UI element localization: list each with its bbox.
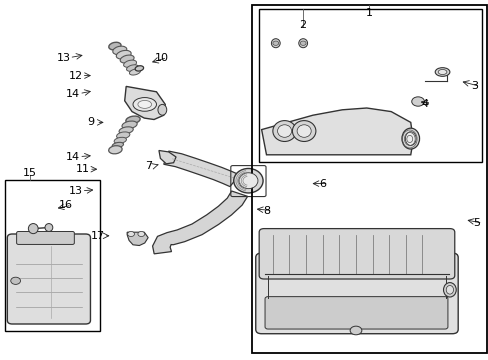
Text: 10: 10 bbox=[154, 53, 168, 63]
Text: 9: 9 bbox=[87, 117, 94, 127]
Text: 17: 17 bbox=[91, 231, 104, 241]
Circle shape bbox=[349, 326, 361, 335]
Circle shape bbox=[300, 41, 305, 45]
Ellipse shape bbox=[297, 125, 310, 137]
Ellipse shape bbox=[116, 50, 131, 59]
Ellipse shape bbox=[277, 125, 291, 137]
Ellipse shape bbox=[129, 69, 140, 75]
Ellipse shape bbox=[112, 142, 123, 148]
Text: 13: 13 bbox=[69, 186, 82, 196]
Ellipse shape bbox=[434, 68, 449, 76]
Ellipse shape bbox=[133, 98, 156, 111]
Ellipse shape bbox=[238, 173, 258, 189]
Text: 4: 4 bbox=[421, 99, 428, 109]
Circle shape bbox=[127, 231, 134, 237]
Text: 8: 8 bbox=[263, 206, 269, 216]
Ellipse shape bbox=[114, 137, 126, 144]
FancyBboxPatch shape bbox=[264, 297, 447, 329]
Ellipse shape bbox=[120, 55, 134, 63]
Ellipse shape bbox=[108, 42, 121, 50]
FancyBboxPatch shape bbox=[17, 231, 74, 244]
Ellipse shape bbox=[271, 39, 280, 48]
FancyBboxPatch shape bbox=[255, 253, 457, 334]
Circle shape bbox=[272, 41, 278, 45]
Text: 12: 12 bbox=[69, 71, 82, 81]
Polygon shape bbox=[163, 151, 239, 186]
Ellipse shape bbox=[437, 69, 446, 75]
Circle shape bbox=[411, 97, 424, 106]
FancyBboxPatch shape bbox=[7, 234, 90, 324]
Ellipse shape bbox=[116, 132, 130, 139]
Text: 16: 16 bbox=[59, 200, 73, 210]
Ellipse shape bbox=[113, 46, 126, 55]
Bar bbox=[259, 9, 481, 162]
Polygon shape bbox=[159, 150, 176, 164]
Ellipse shape bbox=[272, 121, 296, 141]
Text: 6: 6 bbox=[319, 179, 325, 189]
Text: 2: 2 bbox=[299, 20, 306, 30]
Polygon shape bbox=[261, 108, 412, 155]
Ellipse shape bbox=[28, 224, 38, 234]
FancyBboxPatch shape bbox=[259, 229, 454, 279]
Ellipse shape bbox=[126, 65, 138, 71]
Text: 7: 7 bbox=[145, 161, 152, 171]
Text: 11: 11 bbox=[76, 164, 90, 174]
Text: 3: 3 bbox=[470, 81, 477, 91]
Ellipse shape bbox=[233, 168, 263, 193]
Text: 5: 5 bbox=[472, 218, 479, 228]
Polygon shape bbox=[152, 191, 247, 254]
Polygon shape bbox=[127, 232, 148, 246]
Circle shape bbox=[11, 277, 20, 284]
Ellipse shape bbox=[122, 121, 137, 129]
Ellipse shape bbox=[125, 116, 140, 124]
Ellipse shape bbox=[405, 132, 415, 145]
Ellipse shape bbox=[298, 39, 307, 48]
Text: 14: 14 bbox=[66, 89, 80, 99]
Ellipse shape bbox=[45, 224, 53, 231]
Ellipse shape bbox=[119, 127, 133, 134]
Ellipse shape bbox=[135, 66, 143, 71]
Bar bbox=[251, 5, 486, 353]
Ellipse shape bbox=[292, 121, 315, 141]
Ellipse shape bbox=[401, 128, 419, 149]
Ellipse shape bbox=[443, 283, 455, 297]
Ellipse shape bbox=[108, 146, 122, 154]
Text: 14: 14 bbox=[66, 152, 80, 162]
Ellipse shape bbox=[446, 285, 453, 294]
Text: 1: 1 bbox=[365, 8, 372, 18]
Ellipse shape bbox=[138, 100, 151, 108]
Ellipse shape bbox=[123, 60, 136, 67]
Bar bbox=[5, 180, 100, 331]
Text: 13: 13 bbox=[57, 53, 70, 63]
Text: 15: 15 bbox=[23, 168, 37, 178]
Polygon shape bbox=[124, 86, 165, 120]
Circle shape bbox=[138, 231, 144, 237]
Ellipse shape bbox=[158, 104, 166, 115]
